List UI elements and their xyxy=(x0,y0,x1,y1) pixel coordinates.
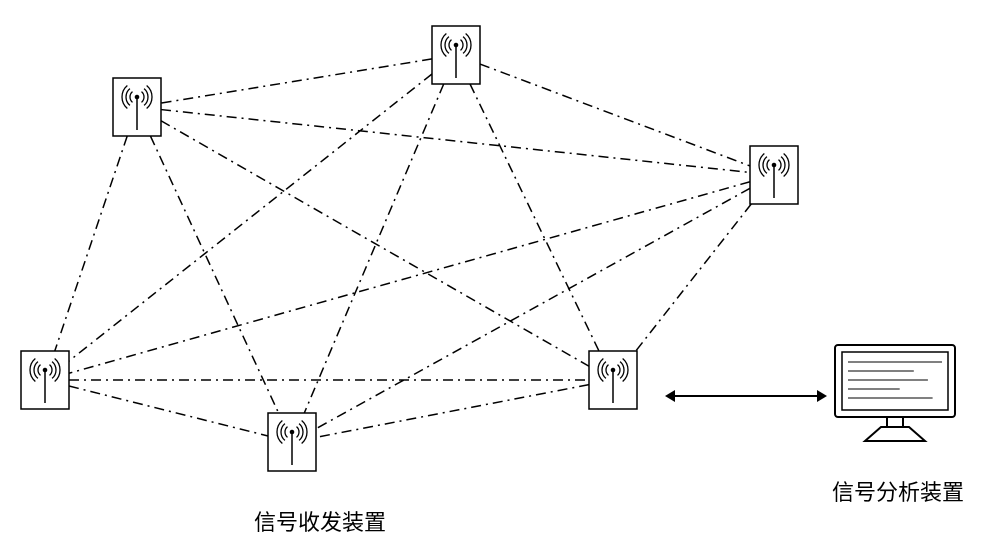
network-edge xyxy=(470,84,599,351)
network-edge xyxy=(316,385,589,438)
network-edge xyxy=(161,110,750,173)
network-edge xyxy=(161,59,432,103)
transceiver-node xyxy=(113,78,161,136)
network-edge xyxy=(69,182,750,374)
transceiver-node xyxy=(750,146,798,204)
analyzer-label: 信号分析装置 xyxy=(832,480,964,505)
network-diagram: 信号收发装置 信号分析装置 xyxy=(0,0,1000,558)
bidirectional-arrow xyxy=(665,390,827,402)
analyzer-device xyxy=(835,345,955,441)
network-edge xyxy=(69,386,268,436)
network-edge xyxy=(55,136,127,351)
transceiver-node xyxy=(432,26,480,84)
transceiver-label: 信号收发装置 xyxy=(254,510,386,535)
network-edge xyxy=(161,121,589,366)
network-edge xyxy=(316,188,750,428)
network-edge xyxy=(480,64,750,166)
network-edge xyxy=(304,84,443,413)
transceiver-node xyxy=(21,351,69,409)
transceiver-node xyxy=(589,351,637,409)
network-edge xyxy=(636,204,751,351)
nodes-layer xyxy=(21,26,798,471)
transceiver-node xyxy=(268,413,316,471)
